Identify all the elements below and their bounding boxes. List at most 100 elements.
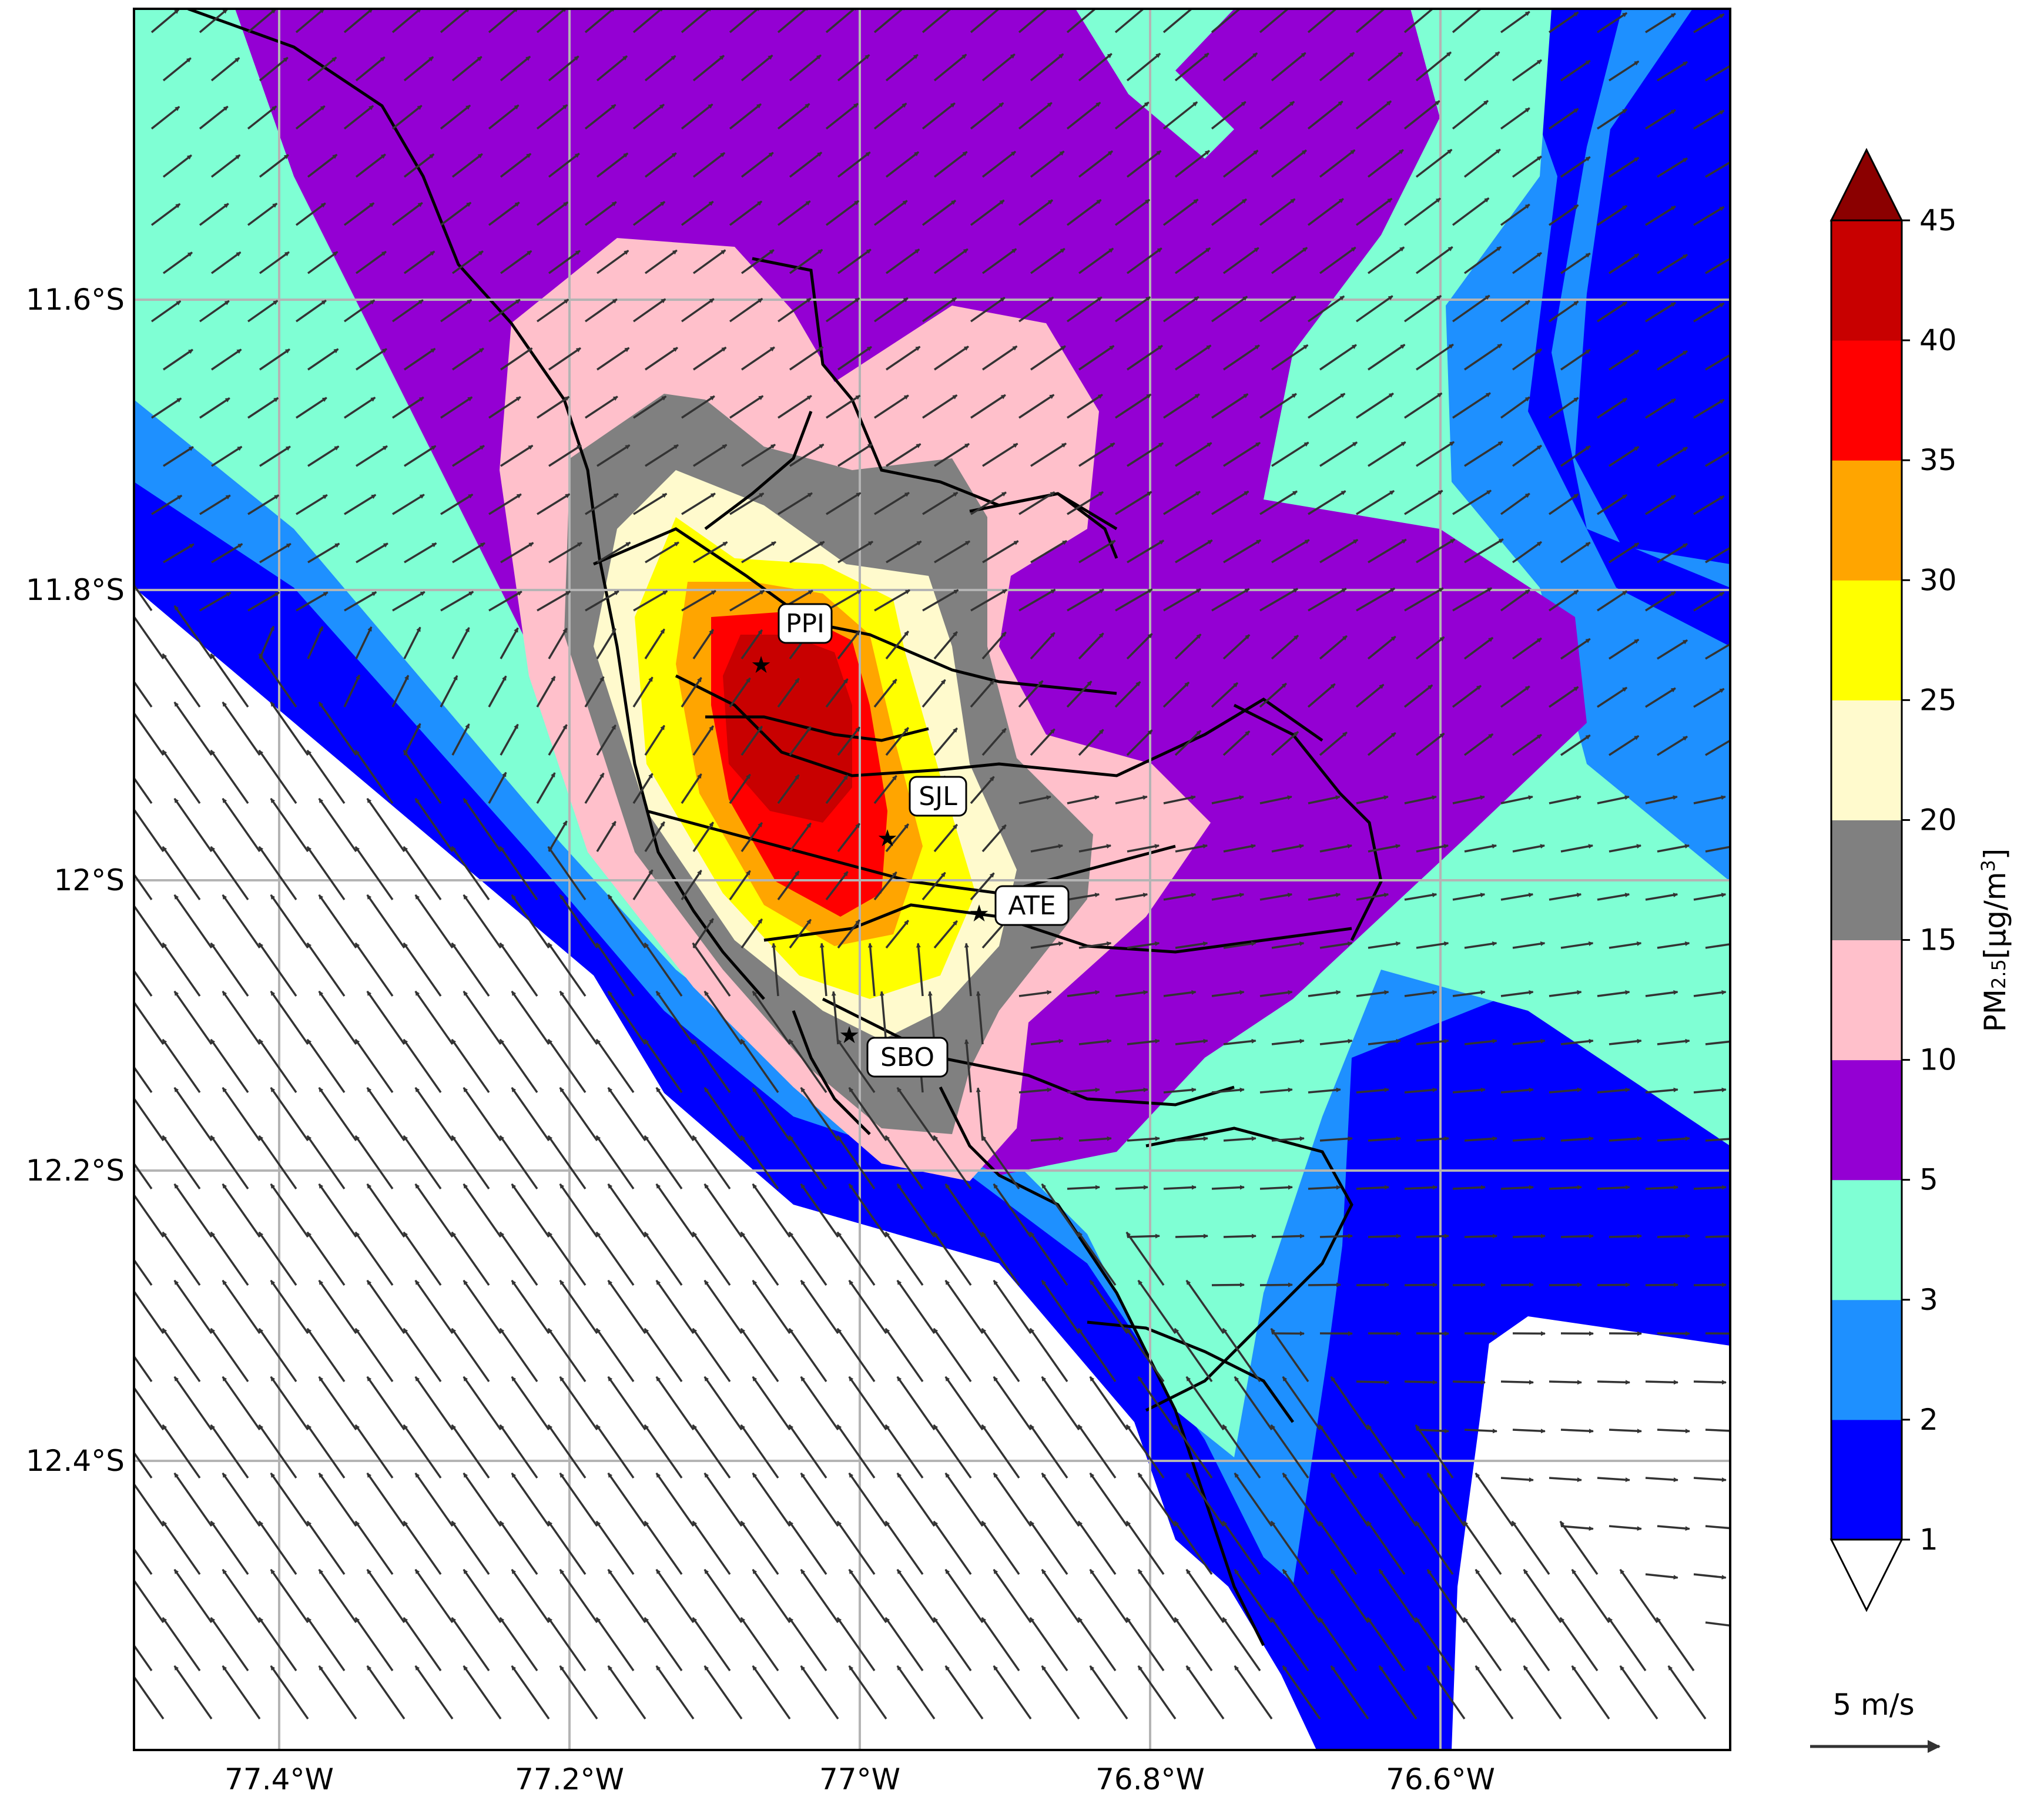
wind-arrow-icon xyxy=(970,589,1007,612)
wind-arrow-icon xyxy=(874,589,910,612)
district-boundaries xyxy=(187,9,1383,1647)
wind-arrow-icon xyxy=(1463,1520,1502,1575)
colorbar-level-label: 5 xyxy=(1919,1163,1938,1197)
wind-arrow-icon xyxy=(210,1327,249,1383)
wind-arrow-icon xyxy=(1657,844,1690,853)
wind-arrow-icon xyxy=(258,653,297,708)
station-ate[interactable]: ★ ATE xyxy=(969,885,1070,927)
wind-arrow-icon xyxy=(500,627,519,659)
wind-arrow-icon xyxy=(1319,344,1357,371)
wind-arrow-icon xyxy=(222,1376,261,1431)
wind-arrow-icon xyxy=(607,1279,646,1335)
station-sbo[interactable]: ★ SBO xyxy=(839,1022,949,1078)
wind-arrow-icon xyxy=(463,990,502,1045)
wind-arrow-icon xyxy=(404,445,437,467)
wind-arrow-icon xyxy=(354,1327,394,1383)
wind-arrow-icon xyxy=(548,628,568,659)
wind-arrow-icon xyxy=(1127,1136,1160,1142)
wind-arrow-icon xyxy=(1270,1520,1309,1575)
wind-arrow-icon xyxy=(1018,1087,1052,1094)
wind-arrow-icon xyxy=(270,1376,309,1431)
wind-arrow-icon xyxy=(499,1135,538,1190)
wind-arrow-icon xyxy=(597,444,631,467)
wind-arrow-icon xyxy=(1657,157,1688,178)
wind-arrow-icon xyxy=(1308,1087,1341,1094)
wind-arrow-icon xyxy=(1018,990,1052,997)
pm-band-below-1-se xyxy=(1446,1316,1730,1750)
wind-arrow-icon xyxy=(1705,161,1730,178)
wind-arrow-icon xyxy=(825,871,849,901)
wind-arrow-icon xyxy=(1560,1038,1594,1045)
wind-arrow-icon xyxy=(596,152,629,178)
wind-arrow-icon xyxy=(296,397,327,419)
pm-band-below-1-ocean-2 xyxy=(134,588,1316,1750)
wind-arrow-icon xyxy=(1415,732,1445,756)
wind-arrow-icon xyxy=(1657,1038,1690,1045)
wind-arrow-icon xyxy=(1125,1424,1165,1479)
wind-arrow-icon xyxy=(307,56,337,82)
wind-arrow-icon xyxy=(885,248,920,274)
wind-arrow-icon xyxy=(366,1279,406,1335)
lat-axis: 11.6°S 11.8°S 12°S 12.2°S 12.4°S xyxy=(26,283,125,1478)
wind-arrow-icon xyxy=(1127,442,1164,467)
wind-arrow-icon xyxy=(1609,1525,1642,1531)
wind-arrow-icon xyxy=(703,990,743,1045)
wind-arrow-icon xyxy=(1452,1087,1486,1094)
wind-arrow-icon xyxy=(1318,1617,1358,1672)
wind-arrow-icon xyxy=(1560,156,1591,178)
wind-arrow-icon xyxy=(414,894,454,949)
wind-arrow-icon xyxy=(1416,538,1456,564)
wind-arrow-icon xyxy=(1223,941,1256,949)
wind-arrow-icon xyxy=(355,153,386,178)
wind-arrow-icon xyxy=(970,776,995,804)
wind-arrow-icon xyxy=(644,725,665,756)
colorbar-title-main: PM xyxy=(1978,989,2012,1032)
wind-arrow-icon xyxy=(993,1568,1032,1624)
wind-arrow-icon xyxy=(632,869,654,900)
wind-arrow-icon xyxy=(1560,1233,1594,1239)
wind-arrow-icon xyxy=(307,251,339,274)
wind-arrow-icon xyxy=(1645,1185,1678,1190)
wind-arrow-icon xyxy=(258,1424,297,1479)
wind-arrow-icon xyxy=(247,591,280,612)
wind-arrow-icon xyxy=(134,1451,153,1479)
svg-text:PM2.5[µg/m3]: PM2.5[µg/m3] xyxy=(1977,849,2012,1032)
wind-arrow-icon xyxy=(199,397,230,419)
wind-arrow-icon xyxy=(1174,247,1211,274)
wind-arrow-icon xyxy=(440,396,473,419)
colorbar-title-close: ] xyxy=(1978,849,2012,860)
wind-arrow-icon xyxy=(1645,795,1678,804)
wind-arrow-icon xyxy=(916,943,924,997)
wind-arrow-icon xyxy=(1126,247,1162,274)
wind-arrow-icon xyxy=(1211,490,1249,515)
wind-arrow-icon xyxy=(306,1424,346,1479)
wind-arrow-icon xyxy=(210,846,249,901)
wind-arrow-icon xyxy=(1282,1568,1321,1624)
wind-arrow-icon xyxy=(1185,1568,1225,1624)
wind-arrow-icon xyxy=(162,942,201,997)
wind-arrow-icon xyxy=(134,711,165,756)
wind-arrow-icon xyxy=(703,1376,743,1431)
wind-arrow-icon xyxy=(1222,1327,1261,1383)
wind-arrow-icon xyxy=(536,9,567,33)
wind-arrow-icon xyxy=(1308,393,1346,419)
station-sjl[interactable]: ★ SJL xyxy=(877,776,967,852)
wind-arrow-icon xyxy=(1211,393,1249,419)
wind-arrow-icon xyxy=(162,1617,201,1672)
wind-arrow-icon xyxy=(1089,1279,1128,1335)
wind-arrow-icon xyxy=(933,150,968,178)
station-ppi[interactable]: ★ PPI xyxy=(750,603,833,679)
wind-arrow-icon xyxy=(981,1617,1020,1672)
wind-arrow-icon xyxy=(548,250,581,274)
wind-arrow-icon xyxy=(1067,990,1100,997)
wind-arrow-icon xyxy=(391,299,424,323)
wind-arrow-icon xyxy=(1078,844,1112,853)
wind-arrow-icon xyxy=(896,1183,936,1238)
wind-arrow-icon xyxy=(1222,52,1258,82)
wind-arrow-icon xyxy=(1223,844,1256,853)
wind-arrow-icon xyxy=(596,628,616,659)
wind-arrow-icon xyxy=(270,1279,309,1335)
wind-arrow-icon xyxy=(1378,1568,1418,1624)
wind-arrow-icon xyxy=(1500,107,1530,130)
wind-arrow-icon xyxy=(173,1665,213,1720)
